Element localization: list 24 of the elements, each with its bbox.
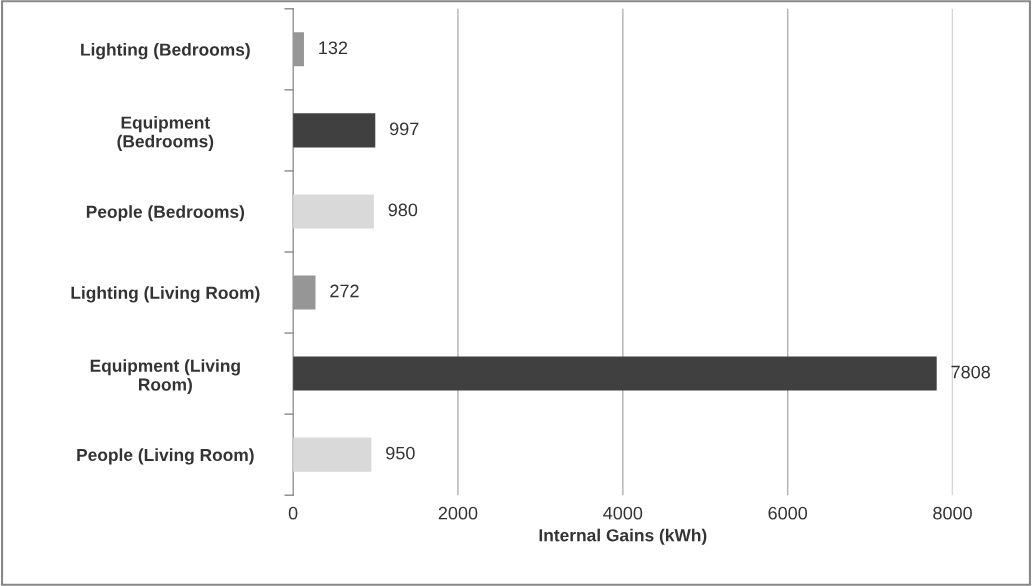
data-label: 132: [319, 41, 348, 55]
bar: [293, 194, 374, 229]
data-label: 980: [388, 203, 418, 217]
x-tick-label: 4000: [603, 506, 643, 520]
y-tick-label: Lighting (Bedrooms): [81, 43, 250, 60]
x-axis-title: Internal Gains (kWh): [539, 528, 707, 545]
x-tick-label: 2000: [438, 506, 478, 520]
x-tick-label: 8000: [933, 506, 972, 520]
bar: [293, 275, 316, 310]
x-tick-label: 0: [288, 506, 298, 520]
data-label: 950: [386, 446, 415, 460]
bar: [293, 356, 937, 391]
bar: [293, 32, 304, 67]
y-tick-label: People (Bedrooms): [86, 205, 245, 222]
data-label: 272: [330, 284, 359, 298]
y-tick-label: Equipment (Bedrooms): [117, 116, 214, 151]
data-label: 997: [390, 122, 419, 136]
data-label: 7808: [951, 365, 990, 379]
y-tick-label: Equipment (Living Room): [90, 359, 240, 395]
y-tick-label: Lighting (Living Room): [71, 286, 260, 303]
bar: [293, 113, 376, 148]
bar: [293, 437, 372, 472]
y-tick-label: People (Living Room): [77, 448, 254, 465]
x-tick-label: 6000: [768, 506, 808, 520]
